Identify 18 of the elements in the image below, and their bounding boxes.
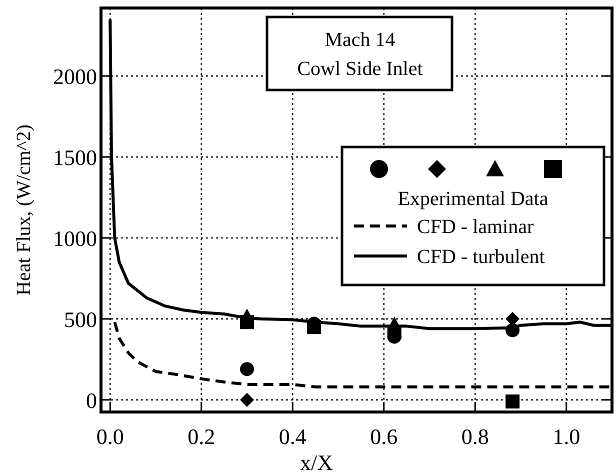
text: Cowl Side Inlet: [297, 58, 424, 80]
y-tick-label: 2000: [53, 64, 97, 90]
text: Mach 14: [324, 29, 396, 51]
y-tick-label: 1500: [53, 144, 97, 170]
x-tick-label: 0.2: [188, 424, 216, 449]
legend-title: Experimental Data: [398, 188, 548, 210]
x-tick-label: 0.6: [370, 424, 398, 449]
x-tick-label: 0.0: [96, 424, 124, 449]
y-tick-label: 0: [86, 388, 97, 413]
y-axis-title: Heat Flux, (W/cm^2): [13, 124, 35, 296]
legend-label: CFD - laminar: [417, 216, 534, 238]
x-axis-title: x/X: [300, 450, 334, 474]
legend-label: CFD - turbulent: [417, 246, 546, 268]
y-tick-label: 1000: [53, 226, 97, 251]
x-tick-label: 1.0: [552, 424, 580, 449]
x-tick-label: 0.8: [461, 424, 489, 449]
x-tick-label: 0.4: [278, 424, 306, 449]
y-tick-label: 500: [64, 306, 97, 332]
